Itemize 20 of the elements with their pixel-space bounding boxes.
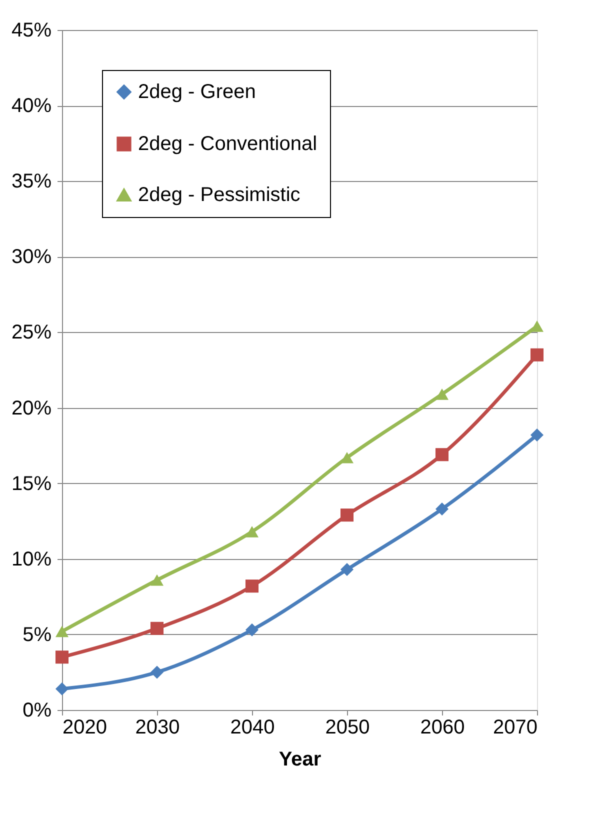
y-tick-label: 25% <box>11 322 52 344</box>
y-tick-label: 45% <box>11 20 52 42</box>
legend-label: 2deg - Pessimistic <box>138 184 300 206</box>
y-tick-label: 10% <box>11 548 52 570</box>
legend-label: 2deg - Conventional <box>138 133 318 155</box>
x-tick-label: 2060 <box>420 716 465 738</box>
y-tick-label: 5% <box>22 624 52 646</box>
x-axis-title: Year <box>278 748 322 770</box>
y-tick-label: 15% <box>11 472 52 495</box>
y-tick-label: 40% <box>11 95 52 118</box>
x-tick-label: 2030 <box>135 716 180 738</box>
y-tick-label: 35% <box>11 170 52 193</box>
x-tick-label: 2040 <box>230 716 275 738</box>
x-tick-label: 2070 <box>493 716 538 738</box>
y-tick-label: 30% <box>11 246 52 268</box>
y-tick-label: 0% <box>22 700 52 722</box>
x-tick-label: 2020 <box>62 716 107 738</box>
x-tick-label: 2050 <box>325 716 370 738</box>
legend-label: 2deg - Green <box>138 81 256 103</box>
y-tick-label: 20% <box>11 397 52 420</box>
